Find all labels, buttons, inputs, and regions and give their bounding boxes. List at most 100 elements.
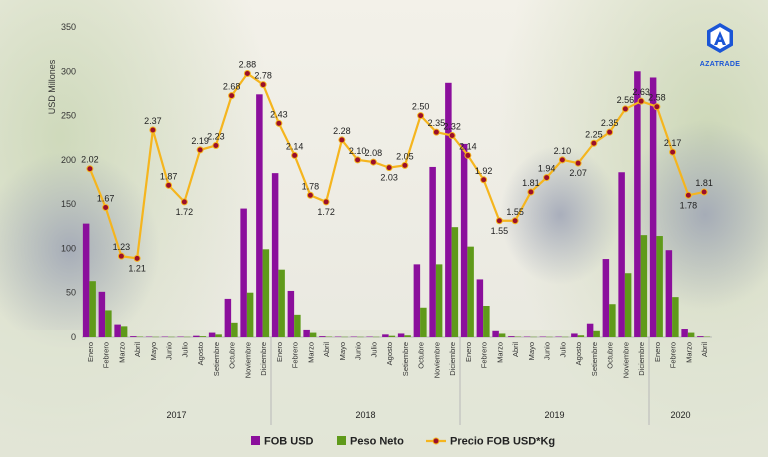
price-data-label: 2.35: [428, 118, 446, 128]
price-marker: [196, 146, 204, 154]
y-axis: 0 50 100 150 200 250 300 350: [61, 22, 76, 342]
fob-usd-bar: [303, 329, 310, 337]
peso-neto-bar: [278, 269, 285, 337]
logo-hexagon-icon: [707, 23, 733, 53]
price-data-label: 1.23: [113, 242, 131, 252]
price-data-label: 1.21: [128, 263, 146, 273]
price-data-label: 1.72: [317, 207, 335, 217]
x-tick-label: Mayo: [338, 342, 347, 360]
fob-usd-bar: [618, 172, 625, 337]
price-marker: [291, 151, 299, 159]
price-marker: [86, 165, 94, 173]
legend-label-price: Precio FOB USD*Kg: [450, 436, 555, 448]
legend-label-peso-neto: Peso Neto: [350, 436, 404, 448]
x-tick-label: Mayo: [527, 342, 536, 360]
x-tick-label: Junio: [165, 342, 174, 360]
peso-neto-bar: [498, 333, 506, 337]
peso-neto-bar: [231, 322, 238, 337]
price-marker: [669, 148, 677, 156]
price-data-label: 2.05: [396, 151, 414, 161]
price-marker: [354, 156, 362, 164]
fob-usd-bar: [649, 77, 657, 337]
peso-neto-bar: [451, 227, 459, 337]
price-data-label: 2.14: [286, 141, 304, 151]
fob-usd-bar: [571, 333, 578, 337]
price-marker: [417, 112, 425, 120]
price-data-label: 2.28: [333, 126, 351, 136]
fob-usd-bar: [240, 208, 247, 337]
peso-neto-bar: [388, 335, 396, 337]
legend: FOB USD Peso Neto Precio FOB USD*Kg: [251, 436, 555, 448]
price-marker: [543, 174, 551, 182]
x-tick-label: Febrero: [291, 342, 300, 368]
x-tick-label: Enero: [86, 342, 95, 362]
x-tick-label: Octubre: [228, 342, 237, 369]
price-data-label: 2.07: [569, 168, 587, 178]
y-tick-label: 250: [61, 111, 76, 121]
fob-usd-bar: [460, 143, 468, 337]
fob-usd-bar: [429, 166, 436, 337]
price-marker: [212, 141, 220, 149]
price-data-label: 2.25: [585, 129, 603, 139]
peso-neto-bar: [577, 335, 585, 337]
x-tick-label: Agosto: [196, 342, 205, 365]
price-data-label: 2.17: [664, 138, 682, 148]
price-marker: [243, 70, 251, 77]
peso-neto-bar: [624, 273, 632, 337]
price-marker: [401, 161, 409, 169]
price-marker: [606, 128, 614, 136]
x-tick-label: Febrero: [480, 342, 489, 368]
fob-usd-bar: [82, 223, 90, 337]
year-label: 2018: [355, 410, 375, 420]
fob-usd-bar: [508, 336, 515, 337]
fob-usd-bar: [208, 332, 216, 337]
price-data-label: 2.43: [270, 109, 288, 119]
x-tick-label: Noviembre: [621, 342, 630, 378]
y-tick-label: 300: [61, 66, 76, 76]
price-marker: [511, 217, 519, 225]
fob-usd-bar: [98, 291, 106, 337]
price-marker: [527, 188, 535, 196]
fob-usd-bar: [634, 71, 641, 338]
price-marker: [637, 97, 645, 105]
fob-usd-bar: [382, 334, 389, 337]
x-tick-label: Abril: [322, 342, 331, 357]
azatrade-logo: AZATRADE: [694, 22, 746, 68]
x-tick-label: Enero: [464, 342, 473, 362]
x-tick-label: Setiembre: [401, 342, 410, 376]
fob-usd-bar: [413, 264, 421, 337]
x-tick-label: Junio: [543, 342, 552, 360]
peso-neto-bar: [262, 249, 270, 337]
price-marker: [574, 159, 582, 167]
year-label: 2017: [166, 410, 186, 420]
peso-neto-bar: [404, 335, 411, 337]
price-marker: [165, 181, 173, 189]
peso-neto-bar: [89, 281, 96, 337]
y-tick-label: 100: [61, 243, 76, 253]
x-tick-label: Febrero: [102, 342, 111, 368]
price-marker: [228, 92, 236, 100]
x-tick-label: Abril: [511, 342, 520, 357]
peso-neto-bar: [687, 332, 695, 337]
x-tick-label: Octubre: [417, 342, 426, 369]
brand-name: AZATRADE: [699, 61, 741, 68]
fob-usd-bar: [256, 94, 263, 337]
price-data-label: 1.87: [160, 171, 178, 181]
x-tick-label: Junio: [354, 342, 363, 360]
peso-neto-bar: [609, 304, 616, 337]
price-data-label: 1.55: [491, 226, 509, 236]
price-marker: [558, 156, 566, 164]
price-data-label: 1.67: [97, 193, 115, 203]
price-data-label: 2.35: [601, 118, 619, 128]
x-tick-label: Julio: [369, 342, 378, 357]
price-marker: [653, 103, 661, 111]
price-marker: [385, 164, 393, 172]
price-data-label: 2.68: [223, 82, 241, 92]
x-tick-label: Abril: [700, 342, 709, 357]
fob-usd-bar: [193, 335, 200, 337]
price-data-label: 2.10: [349, 146, 367, 156]
x-tick-label: Enero: [275, 342, 284, 362]
fob-usd-bar: [665, 250, 673, 337]
price-data-label: 2.56: [617, 95, 635, 105]
peso-neto-bar: [483, 306, 490, 337]
